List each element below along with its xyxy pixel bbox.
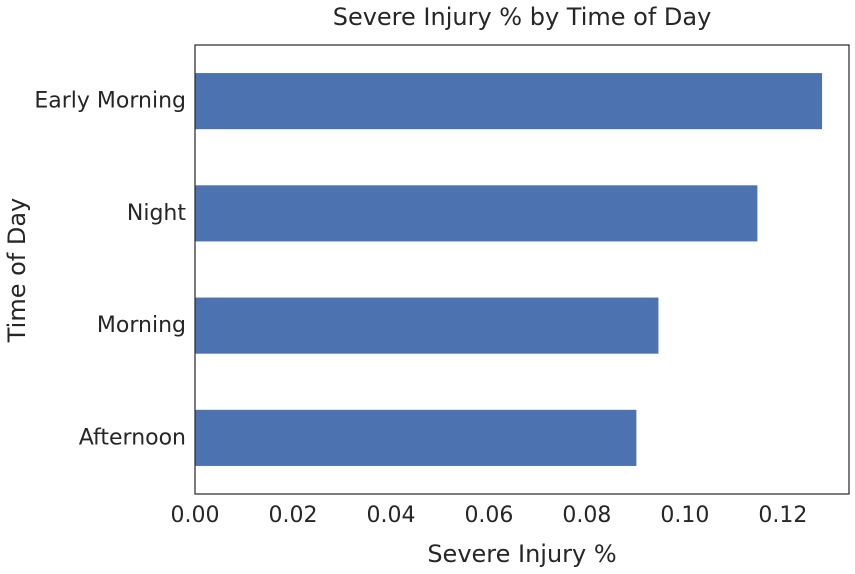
- x-tick-label: 0.12: [758, 503, 807, 528]
- y-axis-ticks: Early Morning Night Morning Afternoon: [34, 89, 186, 451]
- bars-group: [195, 73, 823, 466]
- x-tick-label: 0.10: [660, 503, 709, 528]
- chart-title: Severe Injury % by Time of Day: [333, 3, 712, 31]
- x-tick-label: 0.00: [171, 503, 220, 528]
- y-tick-label: Morning: [97, 313, 186, 338]
- x-axis-label: Severe Injury %: [427, 540, 616, 568]
- y-axis-label: Time of Day: [3, 198, 31, 344]
- y-tick-label: Night: [127, 201, 186, 226]
- bar-early-morning: [195, 73, 823, 130]
- x-tick-label: 0.06: [464, 503, 513, 528]
- y-tick-label: Early Morning: [34, 89, 186, 114]
- x-tick-label: 0.02: [268, 503, 317, 528]
- x-tick-label: 0.08: [562, 503, 611, 528]
- bar-night: [195, 185, 758, 242]
- bar-morning: [195, 297, 659, 354]
- x-axis-ticks: 0.00 0.02 0.04 0.06 0.08 0.10 0.12: [171, 503, 808, 528]
- x-tick-label: 0.04: [366, 503, 415, 528]
- bar-afternoon: [195, 409, 637, 466]
- plot-frame: [194, 44, 850, 495]
- y-tick-label: Afternoon: [79, 425, 186, 450]
